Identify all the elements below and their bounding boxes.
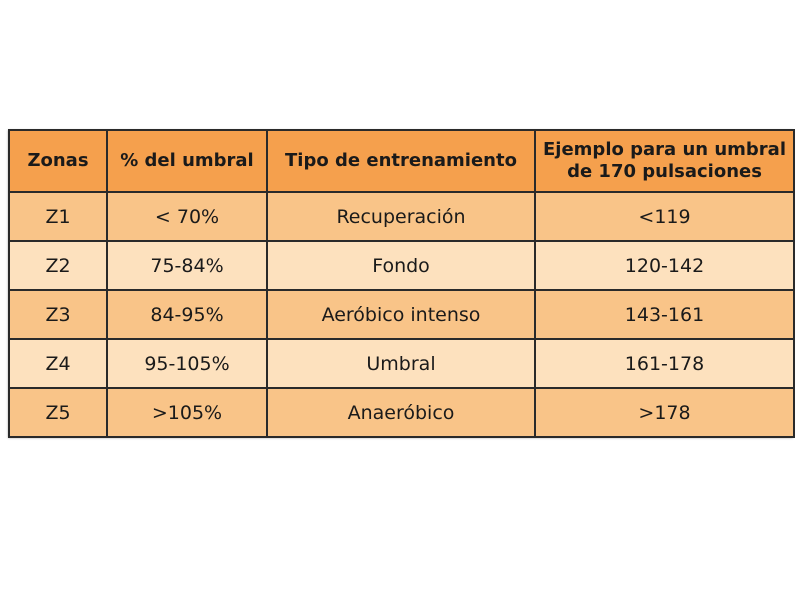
zone-cell: Z2 [8,240,108,291]
training-type-cell: Aeróbico intenso [266,289,536,340]
percent-cell: 84-95% [106,289,268,340]
percent-cell: < 70% [106,191,268,242]
header-ejemplo: Ejemplo para un umbral de 170 pulsacione… [534,129,795,193]
header-umbral-percent: % del umbral [106,129,268,193]
training-type-cell: Anaeróbico [266,387,536,438]
percent-cell: 75-84% [106,240,268,291]
table-row: Z1 < 70% Recuperación <119 [8,191,795,242]
training-type-cell: Fondo [266,240,536,291]
example-cell: 120-142 [534,240,795,291]
percent-cell: >105% [106,387,268,438]
table-row: Z2 75-84% Fondo 120-142 [8,240,795,291]
training-type-cell: Umbral [266,338,536,389]
zone-cell: Z1 [8,191,108,242]
table-row: Z3 84-95% Aeróbico intenso 143-161 [8,289,795,340]
table-header-row: Zonas % del umbral Tipo de entrenamiento… [8,129,795,193]
zone-cell: Z5 [8,387,108,438]
header-zonas: Zonas [8,129,108,193]
table-row: Z4 95-105% Umbral 161-178 [8,338,795,389]
example-cell: 143-161 [534,289,795,340]
header-tipo-entrenamiento: Tipo de entrenamiento [266,129,536,193]
example-cell: <119 [534,191,795,242]
zone-cell: Z4 [8,338,108,389]
example-cell: >178 [534,387,795,438]
example-cell: 161-178 [534,338,795,389]
training-type-cell: Recuperación [266,191,536,242]
table-row: Z5 >105% Anaeróbico >178 [8,387,795,438]
zones-table: Zonas % del umbral Tipo de entrenamiento… [8,129,795,438]
zone-cell: Z3 [8,289,108,340]
percent-cell: 95-105% [106,338,268,389]
heart-rate-zones-table: Zonas % del umbral Tipo de entrenamiento… [8,129,795,438]
